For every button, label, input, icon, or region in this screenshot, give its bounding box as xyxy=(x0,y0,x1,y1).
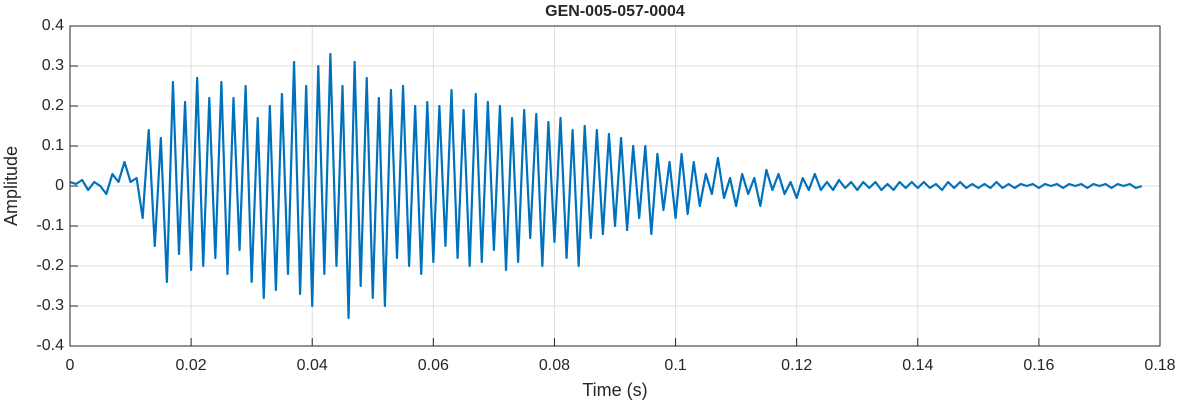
x-tick-label: 0.08 xyxy=(539,357,570,374)
y-tick-label: -0.4 xyxy=(36,337,64,354)
y-tick-label: -0.3 xyxy=(36,297,64,314)
y-tick-label: 0 xyxy=(55,177,64,194)
x-axis-label: Time (s) xyxy=(582,380,647,400)
y-tick-label: 0.1 xyxy=(42,137,64,154)
x-tick-label: 0.04 xyxy=(297,357,328,374)
x-tick-label: 0.06 xyxy=(418,357,449,374)
x-tick-label: 0.12 xyxy=(781,357,812,374)
plot-frame xyxy=(69,25,1161,347)
y-tick-label: 0.4 xyxy=(42,17,64,34)
x-tick-label: 0.14 xyxy=(902,357,933,374)
x-tick-label: 0.1 xyxy=(664,357,686,374)
y-axis-label: Amplitude xyxy=(1,146,21,226)
x-tick-label: 0.16 xyxy=(1023,357,1054,374)
signal-line xyxy=(69,52,1143,320)
y-tick-label: -0.1 xyxy=(36,217,64,234)
x-tick-label: 0.02 xyxy=(176,357,207,374)
chart-title: GEN-005-057-0004 xyxy=(545,3,685,20)
y-tick-label: -0.2 xyxy=(36,257,64,274)
x-tick-label: 0.18 xyxy=(1144,357,1175,374)
x-tick-label: 0 xyxy=(66,357,75,374)
y-tick-label: 0.3 xyxy=(42,57,64,74)
y-tick-label: 0.2 xyxy=(42,97,64,114)
